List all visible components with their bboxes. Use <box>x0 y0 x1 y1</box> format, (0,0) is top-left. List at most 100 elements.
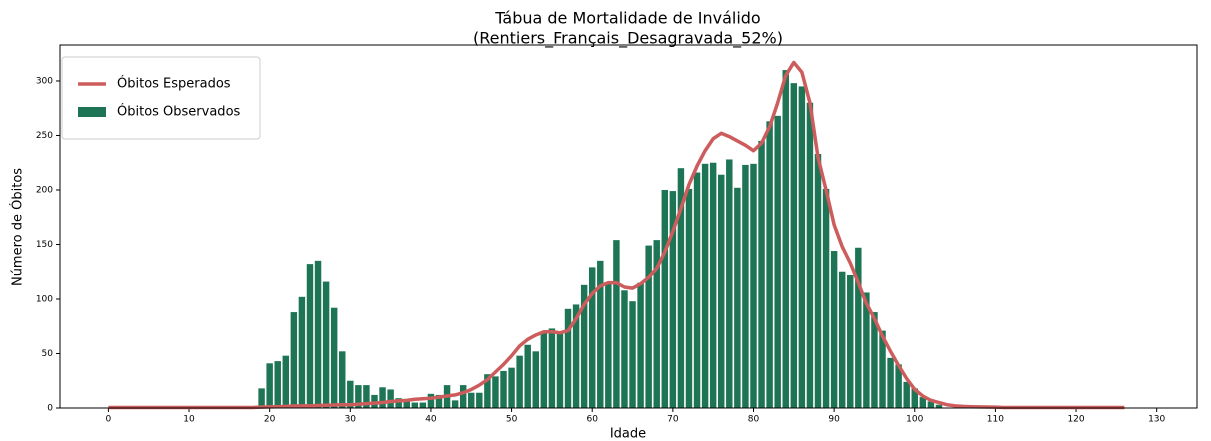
bar <box>822 188 830 408</box>
bar <box>556 331 564 408</box>
bar <box>879 330 886 408</box>
bar <box>814 154 822 408</box>
x-tick-label: 0 <box>106 415 112 425</box>
x-tick-label: 120 <box>1067 415 1084 425</box>
y-tick-label: 250 <box>36 131 53 141</box>
bar <box>411 402 419 408</box>
bar <box>685 188 693 408</box>
bar <box>314 260 322 408</box>
y-tick-label: 200 <box>36 185 53 195</box>
bar <box>766 121 773 408</box>
bar <box>274 361 281 408</box>
x-tick-label: 130 <box>1148 415 1165 425</box>
bar <box>298 296 306 408</box>
bar <box>451 400 459 408</box>
bar <box>387 389 394 408</box>
bar <box>282 355 290 408</box>
bar <box>605 283 612 408</box>
bar <box>580 284 588 408</box>
bar <box>863 292 870 408</box>
x-axis-label: Idade <box>610 427 646 441</box>
bar <box>758 140 765 409</box>
legend-patch <box>78 107 106 117</box>
bar <box>871 312 878 408</box>
bar <box>782 70 789 408</box>
bar <box>459 385 467 408</box>
bar <box>911 388 918 408</box>
x-tick-label: 60 <box>586 415 598 425</box>
bar <box>621 290 628 408</box>
bar <box>726 159 733 408</box>
bar <box>322 281 330 408</box>
bar <box>750 163 757 408</box>
x-tick-label: 110 <box>987 415 1004 425</box>
bar <box>919 397 927 408</box>
legend-label: Óbitos Observados <box>117 104 241 120</box>
x-tick-label: 100 <box>906 415 923 425</box>
bar <box>363 385 370 408</box>
bar <box>564 308 572 408</box>
legend-label: Óbitos Esperados <box>117 76 231 92</box>
bar <box>629 301 636 408</box>
y-axis-label: Número de Óbitos <box>10 168 26 286</box>
y-tick-label: 0 <box>47 404 53 414</box>
bar <box>290 312 298 408</box>
bar <box>403 400 410 408</box>
bar <box>355 385 362 408</box>
legend-box <box>61 56 261 140</box>
bar <box>935 404 943 408</box>
bar <box>903 381 910 408</box>
bar <box>427 393 435 408</box>
bar <box>258 388 265 408</box>
y-tick-label: 300 <box>36 76 53 86</box>
bar <box>613 240 620 408</box>
plot-frame <box>59 44 1198 409</box>
x-tick-label: 80 <box>748 415 760 425</box>
x-tick-label: 50 <box>506 415 518 425</box>
bar <box>476 392 483 408</box>
bar <box>508 367 515 408</box>
bar <box>435 394 443 408</box>
bar <box>742 164 749 408</box>
bar <box>339 351 346 408</box>
bar <box>347 380 354 408</box>
bar <box>895 364 902 408</box>
bar <box>661 189 669 408</box>
bar <box>677 168 685 408</box>
bar <box>645 245 652 408</box>
bar <box>927 401 935 408</box>
bar <box>830 251 838 408</box>
y-tick-label: 100 <box>36 294 53 304</box>
bar <box>306 264 314 408</box>
bar <box>855 247 862 408</box>
x-tick-label: 20 <box>264 415 276 425</box>
bar <box>790 83 798 409</box>
bar <box>669 191 677 408</box>
bar <box>266 363 273 408</box>
bar <box>540 331 548 408</box>
bar <box>379 387 386 408</box>
bar <box>484 374 491 408</box>
y-tick-label: 150 <box>36 240 53 250</box>
bar <box>597 260 604 408</box>
bar <box>709 162 717 408</box>
bar <box>468 392 475 408</box>
bar <box>806 102 814 408</box>
bar <box>637 282 644 408</box>
bar <box>774 115 781 408</box>
x-tick-label: 90 <box>828 415 840 425</box>
bar <box>838 271 846 408</box>
bar <box>734 187 741 408</box>
x-tick-label: 70 <box>667 415 679 425</box>
bar <box>330 307 338 408</box>
bar <box>588 267 596 408</box>
line <box>108 60 1125 410</box>
bar <box>847 275 854 408</box>
bar <box>548 328 556 408</box>
x-tick-label: 10 <box>183 415 195 425</box>
bar <box>798 86 806 408</box>
bar <box>500 370 507 408</box>
bar <box>492 376 499 408</box>
x-tick-label: 40 <box>425 415 437 425</box>
